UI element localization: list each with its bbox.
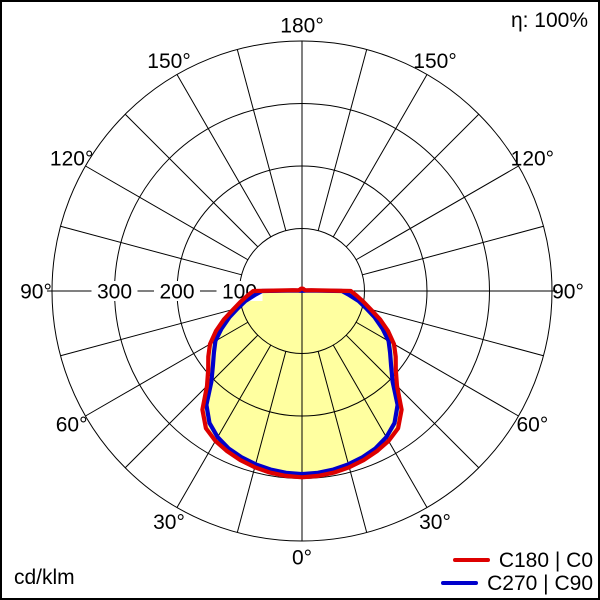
legend: C180 | C0 C270 | C90 [441,548,593,595]
angle-tick-label-90-left: 90° [20,281,52,304]
grid-spoke-195 [236,49,287,231]
radial-tick-bg-300 [91,281,138,301]
legend-item-c180-c0: C180 | C0 [441,548,593,572]
grid-spoke-45 [345,334,480,469]
legend-label-c180-c0: C180 | C0 [498,548,593,572]
radial-tick-label-300: 300 [97,281,132,304]
angle-tick-label-150-right: 150° [413,50,456,73]
angle-tick-label-120-left: 120° [50,148,93,171]
grid-spoke-225 [124,113,259,248]
efficiency-label: η: 100% [510,9,588,32]
angle-tick-label-90-right: 90° [552,281,584,304]
grid-spoke-60 [355,321,519,417]
angle-tick-label-60-left: 60° [56,414,88,437]
grid-spoke-210 [176,74,272,238]
grid-spoke-240 [85,165,249,261]
grid-spoke-330 [176,344,272,508]
grid-spoke-285 [60,306,242,357]
grid-spoke-30 [332,344,428,508]
grid-spoke-120 [355,165,519,261]
grid-spoke-255 [60,225,242,276]
grid-spoke-15 [317,351,368,533]
legend-label-c270-c90: C270 | C90 [487,571,593,595]
grid-spoke-315 [124,334,259,469]
radial-tick-label-200: 200 [159,281,194,304]
angle-tick-label-180-right: 180° [280,15,323,38]
radial-tick-bg-200 [154,281,200,301]
legend-line-c180-c0 [452,558,490,562]
legend-line-c270-c90 [441,581,479,585]
grid-spoke-135 [345,113,480,248]
unit-label: cd/klm [14,566,75,589]
grid-spoke-75 [362,306,544,357]
intensity-curve-c180-c0 [200,286,404,480]
grid-spoke-345 [236,351,287,533]
angle-tick-label-30-right: 30° [419,511,451,534]
grid-spoke-300 [85,321,249,417]
angle-tick-label-120-right: 120° [511,148,554,171]
angle-tick-label-150-left: 150° [147,50,190,73]
grid-spoke-150 [332,74,428,238]
angle-tick-label-0-right: 0° [292,547,312,570]
legend-item-c270-c90: C270 | C90 [441,571,593,595]
angle-tick-label-30-left: 30° [153,511,185,534]
grid-spoke-105 [362,225,544,276]
angle-tick-label-60-right: 60° [516,414,548,437]
grid-spoke-165 [317,49,368,231]
